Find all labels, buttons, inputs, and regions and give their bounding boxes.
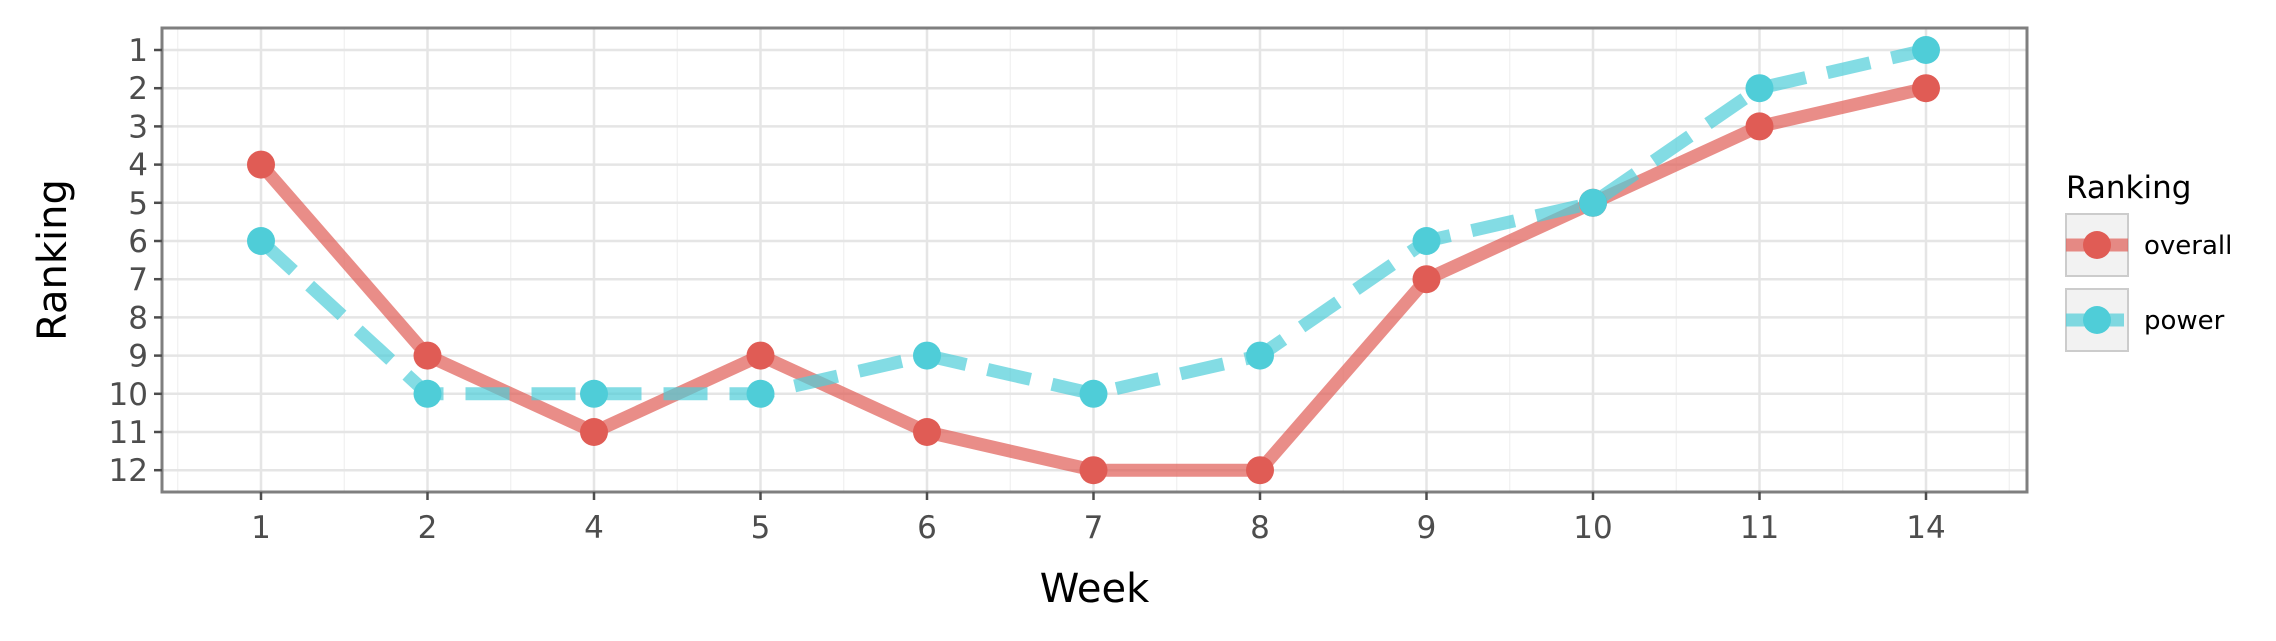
data-point-overall [1079, 456, 1108, 485]
data-point-overall [1912, 74, 1940, 103]
data-point-overall [1412, 265, 1441, 294]
data-point-overall [913, 418, 941, 446]
data-point-power [580, 379, 608, 408]
x-tick-label: 1 [251, 510, 271, 546]
x-tick-label: 4 [584, 510, 604, 546]
data-point-power [1412, 227, 1441, 255]
data-point-power [1246, 341, 1274, 370]
series-layer [247, 36, 1940, 485]
x-tick-label: 10 [1573, 510, 1612, 546]
data-point-power [247, 227, 275, 255]
data-point-power [1745, 74, 1774, 103]
data-point-power [913, 341, 941, 370]
legend: Ranking overall power [2065, 170, 2232, 352]
legend-title: Ranking [2066, 170, 2191, 206]
x-tick-label: 9 [1417, 510, 1437, 546]
data-point-power [1912, 36, 1940, 64]
data-point-overall [1745, 112, 1774, 141]
legend-marker-overall [2083, 231, 2111, 259]
data-point-overall [413, 341, 442, 370]
y-tick-label: 12 [109, 453, 148, 489]
y-tick-label: 1 [128, 33, 148, 69]
legend-label-overall: overall [2144, 231, 2232, 261]
x-tick-label: 8 [1250, 510, 1270, 546]
grid [162, 28, 2027, 492]
y-tick-label: 2 [128, 71, 148, 107]
x-tick-label: 5 [751, 510, 771, 546]
y-tick-label: 10 [109, 377, 148, 413]
y-tick-label: 5 [128, 186, 148, 222]
legend-marker-power [2083, 306, 2111, 334]
data-point-power [1079, 379, 1108, 408]
x-tick-label: 6 [917, 510, 937, 546]
data-point-overall [580, 418, 608, 446]
x-tick-label: 7 [1084, 510, 1104, 546]
x-tick-label: 2 [418, 510, 438, 546]
data-point-overall [746, 341, 775, 370]
y-tick-label: 11 [109, 415, 148, 451]
x-tick-label: 11 [1740, 510, 1779, 546]
y-tick-label: 7 [128, 262, 148, 298]
data-point-power [1579, 188, 1607, 217]
x-axis-title: Week [1040, 566, 1150, 612]
y-tick-label: 9 [128, 339, 148, 375]
legend-label-power: power [2144, 306, 2225, 336]
data-point-overall [247, 150, 275, 179]
y-tick-label: 8 [128, 300, 148, 336]
data-point-power [413, 379, 442, 408]
y-axis-title: Ranking [30, 179, 76, 341]
x-axis: 1 2 4 5 6 7 8 9 10 11 14 [251, 492, 1946, 546]
x-tick-label: 14 [1906, 510, 1945, 546]
y-tick-label: 6 [128, 224, 148, 260]
data-point-power [746, 379, 775, 408]
data-point-overall [1246, 456, 1274, 485]
y-tick-label: 4 [128, 148, 148, 184]
y-tick-label: 3 [128, 109, 148, 145]
